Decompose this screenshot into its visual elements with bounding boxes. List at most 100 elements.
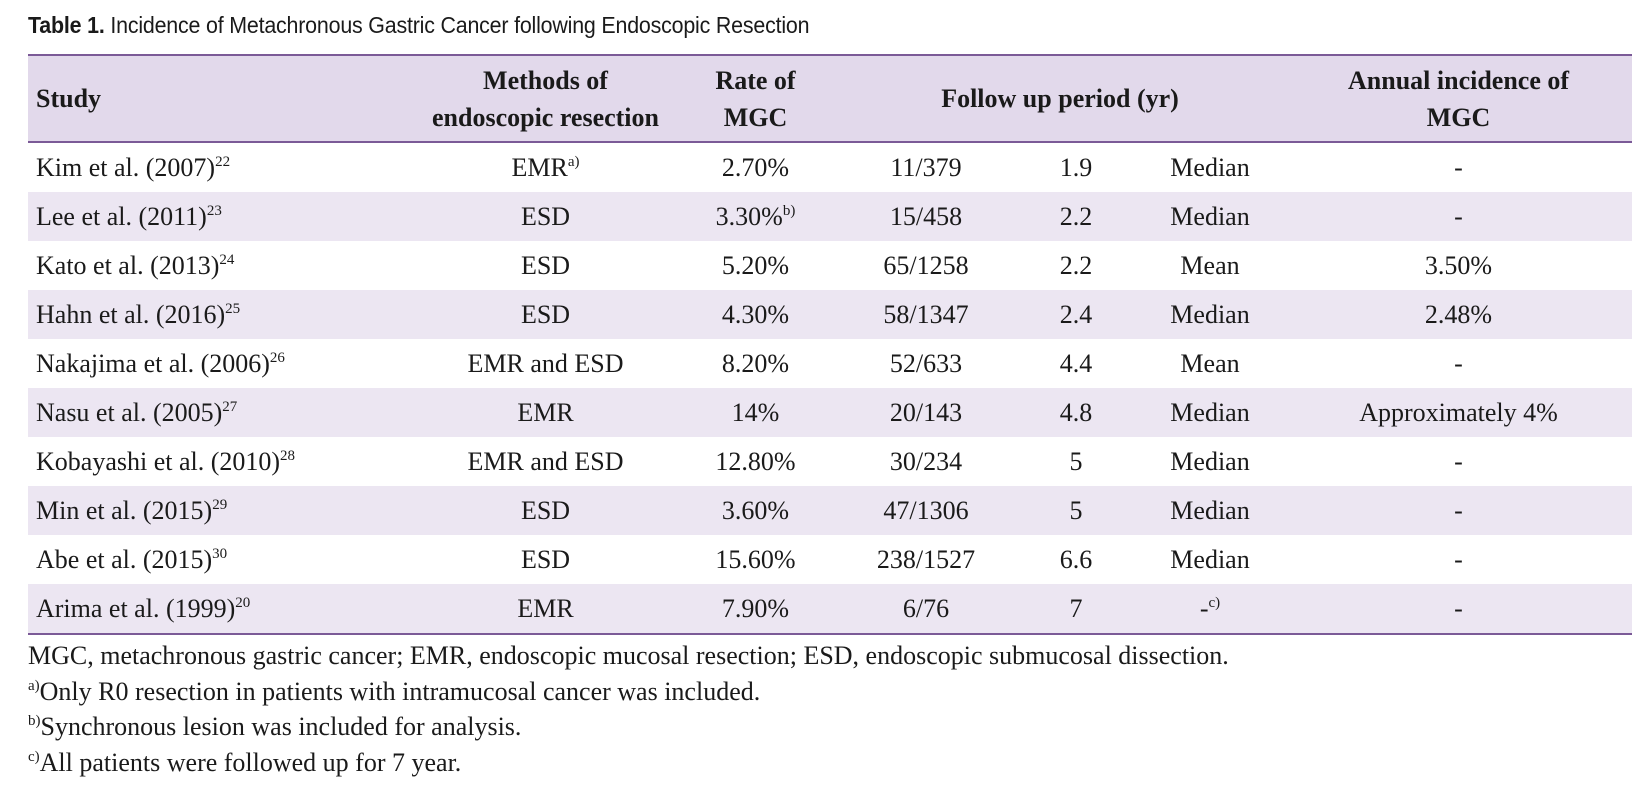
cell-years: 7 xyxy=(1017,584,1135,634)
cell-years: 6.6 xyxy=(1059,544,1093,574)
cell-cases: 238/1527 xyxy=(876,544,976,574)
caption-label: Table 1. xyxy=(28,12,105,38)
cell-statistic: Median xyxy=(1135,388,1286,437)
header-rate: Rate of MGC xyxy=(676,55,835,143)
footnote-a: a)Only R0 resection in patients with int… xyxy=(28,676,761,706)
cell-statistic: -c) xyxy=(1135,584,1286,634)
footnote-c: c)All patients were followed up for 7 ye… xyxy=(28,747,462,777)
cell-rate: 4.30% xyxy=(676,290,835,339)
superscript: 24 xyxy=(219,251,235,268)
superscript: 30 xyxy=(212,545,228,562)
header-row: Study Methods of endoscopic resection Rat… xyxy=(28,55,1633,143)
table-row: Kato et al. (2013)24 ESD 5.20% 65/1258 2.2 Me… xyxy=(28,241,1632,290)
cell-statistic: Median xyxy=(1170,544,1250,574)
cell-statistic: Median xyxy=(1135,290,1286,339)
cell-rate: 14% xyxy=(676,388,835,437)
footnotes: MGC, metachronous gastric cancer; EMR, e… xyxy=(28,638,1229,780)
cell-study: Hahn et al. (2016)25 xyxy=(28,290,415,339)
cell-statistic: Median xyxy=(1170,152,1250,182)
cell-annual-incidence: - xyxy=(1285,584,1633,634)
superscript: 27 xyxy=(222,398,238,415)
table-row: Lee et al. (2011)23 ESD 3.30%b) 15/458 2.2 Me… xyxy=(28,192,1633,241)
cell-annual-incidence: Approximately 4% xyxy=(1285,388,1633,437)
cell-annual-incidence: - xyxy=(1454,348,1463,378)
cell-rate: 3.30%b) xyxy=(676,192,835,241)
superscript: 20 xyxy=(235,594,251,611)
cell-study: Min et al. (2015)29 xyxy=(28,486,415,535)
table-body: Kim et al. (2007)22 EMRa) 2.70% 11/379 1.9 Me… xyxy=(28,142,1633,634)
cell-statistic: Median xyxy=(1135,486,1286,535)
superscript: c) xyxy=(1208,594,1221,611)
cell-method: ESD xyxy=(520,544,571,574)
cell-method: EMR xyxy=(415,388,676,437)
superscript: 29 xyxy=(212,496,228,513)
cell-method: EMR xyxy=(415,584,676,634)
cell-study: Kobayashi et al. (2010)28 xyxy=(36,446,296,476)
cell-rate: 8.20% xyxy=(721,348,790,378)
cell-cases: 20/143 xyxy=(835,388,1017,437)
cell-statistic: Mean xyxy=(1180,348,1240,378)
table-row: Hahn et al. (2016)25 ESD 4.30% 58/1347 2.4 Me… xyxy=(28,290,1633,339)
incidence-table: Study Methods of endoscopic resection Rat… xyxy=(28,54,1633,635)
footnote-b: b)Synchronous lesion was included for an… xyxy=(28,712,522,741)
cell-cases: 47/1306 xyxy=(835,486,1017,535)
table-row: Kim et al. (2007)22 EMRa) 2.70% 11/379 1.9 Me… xyxy=(28,142,1632,192)
cell-study: Arima et al. (1999)20 xyxy=(28,584,415,634)
cell-cases: 58/1347 xyxy=(835,290,1017,339)
table-caption: Table 1. Incidence of Metachronous Gastr… xyxy=(28,12,810,39)
cell-study: Kim et al. (2007)22 xyxy=(36,152,231,182)
cell-study: Nakajima et al. (2006)26 xyxy=(36,348,285,378)
cell-rate: 5.20% xyxy=(721,250,790,280)
cell-cases: 11/379 xyxy=(890,152,962,182)
cell-rate: 15.60% xyxy=(715,544,796,574)
cell-cases: 30/234 xyxy=(889,446,963,476)
table-row: Nasu et al. (2005)27 EMR 14% 20/143 4.8 Media… xyxy=(28,388,1633,437)
header-study: Study xyxy=(28,55,415,143)
superscript: 22 xyxy=(215,153,231,170)
cell-annual-incidence: 3.50% xyxy=(1424,250,1493,280)
cell-rate: 3.60% xyxy=(676,486,835,535)
cell-method: ESD xyxy=(520,250,571,280)
cell-years: 2.2 xyxy=(1059,250,1093,280)
table-row: Nakajima et al. (2006)26 EMR and ESD 8.20%… xyxy=(28,339,1632,388)
cell-statistic: Mean xyxy=(1180,250,1240,280)
table-row: Arima et al. (1999)20 EMR 7.90% 6/76 7 -c) - xyxy=(28,584,1633,634)
cell-rate: 7.90% xyxy=(676,584,835,634)
cell-method: EMR and ESD xyxy=(467,446,624,476)
cell-annual-incidence: 2.48% xyxy=(1285,290,1633,339)
table-row: Kobayashi et al. (2010)28 EMR and ESD 12.8… xyxy=(28,437,1632,486)
cell-years: 5 xyxy=(1017,486,1135,535)
table-row: Min et al. (2015)29 ESD 3.60% 47/1306 5 Media… xyxy=(28,486,1633,535)
cell-annual-incidence: - xyxy=(1285,192,1633,241)
cell-study: Lee et al. (2011)23 xyxy=(28,192,415,241)
cell-cases: 6/76 xyxy=(835,584,1017,634)
cell-annual-incidence: - xyxy=(1454,152,1463,182)
cell-years: 2.4 xyxy=(1017,290,1135,339)
superscript: a) xyxy=(567,153,580,170)
cell-years: 1.9 xyxy=(1059,152,1093,182)
cell-statistic: Median xyxy=(1170,446,1250,476)
superscript: b) xyxy=(782,202,796,219)
header-annual: Annual incidence of MGC xyxy=(1285,55,1633,143)
cell-annual-incidence: - xyxy=(1454,446,1463,476)
cell-study: Nasu et al. (2005)27 xyxy=(28,388,415,437)
cell-years: 2.2 xyxy=(1017,192,1135,241)
cell-method: EMR and ESD xyxy=(467,348,624,378)
caption-text: Incidence of Metachronous Gastric Cancer… xyxy=(110,12,810,38)
cell-method: ESD xyxy=(415,290,676,339)
footnote-abbreviations: MGC, metachronous gastric cancer; EMR, e… xyxy=(28,641,1229,670)
cell-annual-incidence: - xyxy=(1285,486,1633,535)
cell-rate: 12.80% xyxy=(715,446,796,476)
cell-annual-incidence: - xyxy=(1454,544,1463,574)
cell-years: 4.8 xyxy=(1017,388,1135,437)
cell-cases: 52/633 xyxy=(889,348,963,378)
superscript: 23 xyxy=(206,202,222,219)
cell-method: ESD xyxy=(415,192,676,241)
cell-study: Abe et al. (2015)30 xyxy=(36,544,228,574)
header-followup: Follow up period (yr) xyxy=(835,55,1286,143)
cell-statistic: Median xyxy=(1135,192,1286,241)
cell-study: Kato et al. (2013)24 xyxy=(36,250,235,280)
table-row: Abe et al. (2015)30 ESD 15.60% 238/1527 6.6 M… xyxy=(28,535,1632,584)
cell-cases: 15/458 xyxy=(835,192,1017,241)
cell-years: 5 xyxy=(1069,446,1083,476)
